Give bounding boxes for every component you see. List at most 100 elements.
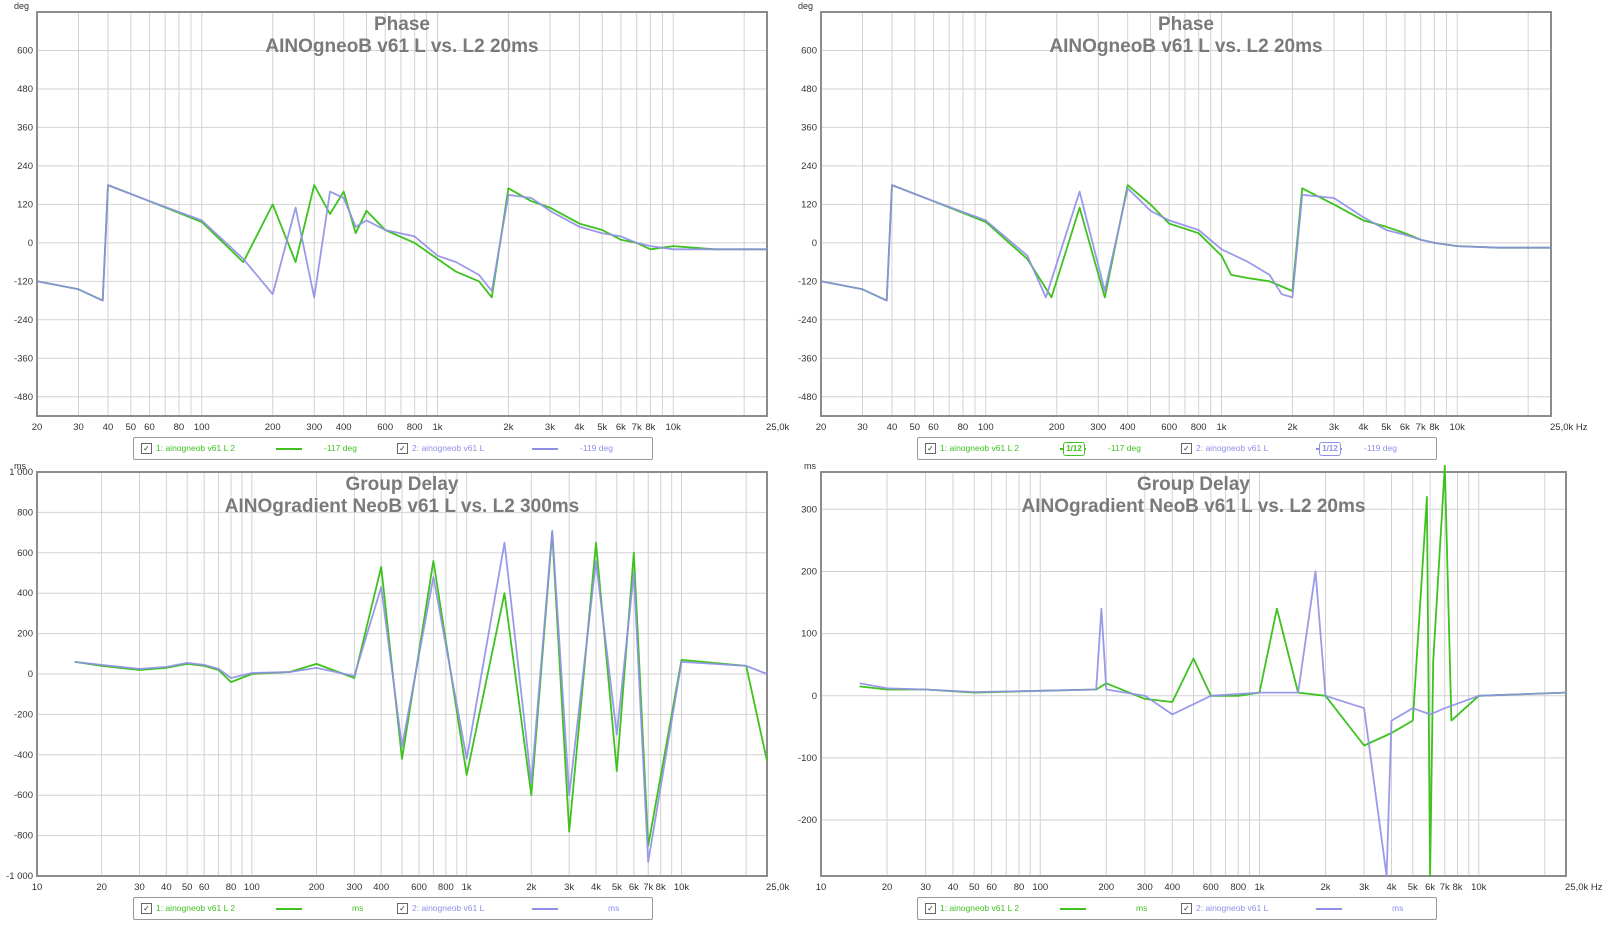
minor-grid [862, 12, 1529, 416]
plot-frame [820, 11, 1552, 417]
chart-title: Phase [1158, 14, 1214, 35]
x-tick-label: 8k [1452, 882, 1462, 893]
x-tick-label: 3k [1329, 422, 1339, 433]
y-unit-label: ms [804, 461, 816, 471]
y-tick-label: -120 [14, 276, 33, 287]
phase-chart-right: 600 480 360 240 120 0 -120 -240 -360 -480 20 30 40 50… [798, 11, 1588, 433]
x-tick-label: 30 [920, 882, 931, 893]
x-tick-label: 80 [226, 882, 237, 893]
series1-label: 1: ainogneob v61 L 2 [940, 443, 1020, 453]
series2-value: ms [608, 903, 620, 913]
group-delay-panel-right: 300 200 100 0 -100 -200 10 20 30 40 50 60 80 100 200 30… [784, 460, 1602, 940]
x-tick-label: 25,0k Hz [1565, 882, 1602, 893]
x-tick-label: 600 [1203, 882, 1219, 893]
x-tick-label: 400 [1120, 422, 1136, 433]
chart-title: Group Delay [1137, 474, 1250, 495]
y-tick-label: -360 [798, 353, 817, 364]
x-tick-label: 100 [244, 882, 260, 893]
y-tick-label: 120 [801, 199, 817, 210]
plot-frame [36, 11, 768, 417]
x-tick-label: 4k [1358, 422, 1368, 433]
y-tick-label: 120 [17, 199, 33, 210]
x-tick-label: 40 [887, 422, 898, 433]
x-tick-label: 10 [816, 882, 827, 893]
y-tick-label: -800 [14, 831, 33, 842]
x-tick-label: 1k [1254, 882, 1264, 893]
y-tick-label: 600 [17, 45, 33, 56]
series2-checkbox[interactable]: ✓ [1181, 903, 1192, 914]
y-tick-label: 0 [28, 238, 33, 249]
phase-panel-left: 600 480 360 240 120 0 -120 -240 -360 -480 20 30 40 50… [0, 0, 790, 462]
series2-label: 2: ainogneob v61 L [412, 903, 485, 913]
plot-frame [820, 471, 1567, 877]
x-tick-label: 6k [629, 882, 639, 893]
y-tick-label: 100 [801, 629, 817, 640]
y-tick-label: 600 [17, 548, 33, 559]
legend-box: ✓ 1: ainogneob v61 L 2 ms ✓ 2: ainogneob… [917, 897, 1437, 920]
x-tick-label: 80 [958, 422, 969, 433]
x-tick-label: 80 [1014, 882, 1025, 893]
y-tick-label: -600 [14, 790, 33, 801]
x-tick-label: 40 [161, 882, 172, 893]
series2-checkbox[interactable]: ✓ [1181, 443, 1192, 454]
series2-label: 2: ainogneob v61 L [412, 443, 485, 453]
x-tick-label: 20 [96, 882, 107, 893]
x-tick-label: 800 [407, 422, 423, 433]
series2-swatch [532, 448, 558, 450]
y-tick-label: 480 [801, 84, 817, 95]
x-tick-label: 400 [1164, 882, 1180, 893]
x-tick-label: 100 [194, 422, 210, 433]
series2-checkbox[interactable]: ✓ [397, 903, 408, 914]
x-tick-label: 25,0k Hz [766, 882, 790, 893]
y-tick-label: -200 [798, 815, 817, 826]
series1-checkbox[interactable]: ✓ [925, 903, 936, 914]
y-tick-label: 800 [17, 507, 33, 518]
y-tick-label: -200 [14, 709, 33, 720]
x-tick-label: 10k [1450, 422, 1466, 433]
y-tick-label: -480 [798, 392, 817, 403]
y-tick-label: 200 [17, 629, 33, 640]
x-tick-label: 600 [411, 882, 427, 893]
x-tick-label: 200 [265, 422, 281, 433]
x-tick-label: 60 [144, 422, 155, 433]
x-tick-label: 200 [1049, 422, 1065, 433]
series1-value: -117 deg [324, 443, 357, 453]
chart-subtitle: AINOgneoB v61 L vs. L2 20ms [1049, 36, 1322, 57]
y-tick-label: 1 000 [9, 467, 33, 478]
legend-box: ✓ 1: ainogneob v61 L 2 1/12 -117 deg ✓ 2… [917, 437, 1437, 460]
x-tick-label: 25,0k Hz [766, 422, 790, 433]
series1-label: 1: ainogneob v61 L 2 [156, 903, 236, 913]
plot-area [821, 12, 1551, 416]
chart-subtitle: AINOgneoB v61 L vs. L2 20ms [265, 36, 538, 57]
x-tick-label: 60 [928, 422, 939, 433]
phase-panel-right: 600 480 360 240 120 0 -120 -240 -360 -480 20 30 40 50… [784, 0, 1602, 462]
x-tick-label: 300 [1137, 882, 1153, 893]
y-tick-label: -100 [798, 753, 817, 764]
x-tick-label: 3k [545, 422, 555, 433]
x-tick-label: 5k [1381, 422, 1391, 433]
series2-smoothing-badge[interactable]: 1/12 [1319, 442, 1341, 456]
series2-checkbox[interactable]: ✓ [397, 443, 408, 454]
x-tick-label: 10k [674, 882, 690, 893]
x-tick-label: 7k [1440, 882, 1450, 893]
x-tick-label: 5k [1408, 882, 1418, 893]
series2-label: 2: ainogneob v61 L [1196, 903, 1269, 913]
x-tick-label: 8k [645, 422, 655, 433]
x-tick-label: 2k [1287, 422, 1297, 433]
series1-checkbox[interactable]: ✓ [925, 443, 936, 454]
y-tick-label: 240 [17, 161, 33, 172]
x-tick-label: 30 [73, 422, 84, 433]
y-tick-label: 240 [801, 161, 817, 172]
h-grid [37, 49, 767, 398]
chart-title: Phase [374, 14, 430, 35]
series1-checkbox[interactable]: ✓ [141, 443, 152, 454]
group-delay-chart-right: 300 200 100 0 -100 -200 10 20 30 40 50 60 80 100 200 30… [798, 464, 1602, 893]
x-tick-label: 1k [432, 422, 442, 433]
x-tick-label: 50 [969, 882, 980, 893]
y-unit-label: ms [14, 461, 26, 471]
chart-subtitle: AINOgradient NeoB v61 L vs. L2 20ms [1022, 496, 1366, 517]
series1-checkbox[interactable]: ✓ [141, 903, 152, 914]
x-tick-label: 30 [134, 882, 145, 893]
h-grid [821, 508, 1566, 821]
series1-smoothing-badge[interactable]: 1/12 [1063, 442, 1085, 456]
